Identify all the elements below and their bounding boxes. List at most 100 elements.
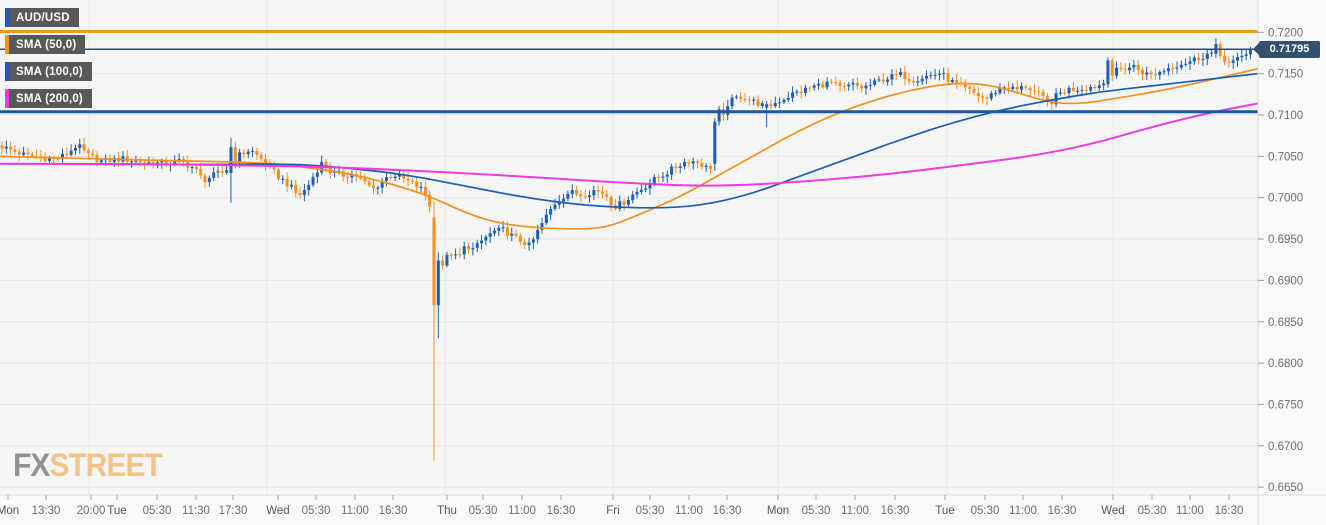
candle [972,88,976,93]
candle [225,170,229,173]
candle [592,190,596,196]
price-axis-panel[interactable] [1258,0,1326,525]
candle [65,153,69,155]
candle [670,166,674,175]
candle [557,201,561,205]
candle [108,157,112,163]
candle [583,196,587,198]
candle [575,189,579,195]
candle [1106,60,1110,85]
candle [238,152,242,163]
price-axis-label: 0.7000 [1268,193,1303,205]
candle [203,175,207,183]
sma-line-1 [0,72,1259,209]
candle [428,194,432,207]
time-axis-label: 13:30 [32,505,61,517]
candle [639,189,643,192]
candle [1089,87,1093,91]
candle [449,254,453,256]
legend-chip-sma-50-0[interactable]: SMA (50,0) [5,35,92,54]
candle [1188,61,1192,64]
candle [1236,57,1240,61]
candle [1115,67,1119,76]
candle [376,187,380,189]
candle [294,184,298,194]
legend-chip-color-bar [5,35,9,54]
candle [804,87,808,93]
candle [1119,67,1123,70]
candle [799,91,803,93]
candle [691,161,695,164]
candle [717,109,721,122]
legend-chip-label: SMA (100,0) [9,62,92,81]
candle [1123,69,1127,71]
legend-chip-aud-usd[interactable]: AUD/USD [5,8,92,27]
price-axis-label: 0.6850 [1268,317,1303,329]
time-axis-label: Fri [606,505,619,517]
candle [1231,60,1235,63]
candle [739,96,743,99]
candle [229,147,233,173]
candle [1244,54,1248,56]
time-axis[interactable]: Mon 13:30 20:00 Tue 05:30 11:30 17:30 Wed 05:30 1… [0,495,1243,517]
candle [285,178,289,187]
candle [955,80,959,84]
candle [255,151,259,155]
candle [644,188,648,190]
candle [505,227,509,236]
candle [69,150,73,155]
price-axis[interactable]: 0.7200 0.7150 0.7100 0.7050 0.7000 0.6950 0.69… [1258,27,1303,494]
candle [467,246,471,250]
time-axis-label: 16:30 [1048,505,1077,517]
candle [86,150,90,154]
candle [233,147,237,163]
candle [816,83,820,86]
candle [484,236,488,241]
candle [173,160,177,165]
candle [1024,86,1028,88]
candle [1240,55,1244,58]
candle [1201,58,1205,60]
candle [441,260,445,266]
candle [160,160,164,163]
candle [968,87,972,89]
legend-chip-sma-200-0[interactable]: SMA (200,0) [5,89,92,108]
candle [276,169,280,179]
candle [523,241,527,246]
time-axis-label: 16:30 [1215,505,1244,517]
indicator-legend: AUD/USD SMA (50,0) SMA (100,0) SMA (200,0) [5,8,92,116]
candle [1045,95,1049,101]
gridlines [0,0,1258,495]
legend-chip-sma-100-0[interactable]: SMA (100,0) [5,62,92,81]
candle [246,151,250,155]
candle [998,88,1002,94]
candle [916,81,920,83]
candle [1197,57,1201,60]
candle [981,96,985,98]
candle [752,99,756,101]
candle [920,78,924,82]
candle [130,161,134,163]
candle [631,194,635,201]
candle [0,145,4,149]
candle [976,92,980,97]
candle [812,85,816,88]
candle [868,84,872,86]
candle [26,152,30,155]
candle [661,176,665,178]
time-axis-label: 11:30 [182,505,210,517]
candle [17,151,21,155]
time-axis-label: 16:30 [379,505,408,517]
candle [860,85,864,89]
candle [605,194,609,197]
candle [1110,60,1114,76]
candle [566,193,570,199]
candle [281,178,285,180]
time-axis-panel[interactable] [0,495,1326,525]
time-axis-label: 11:00 [675,505,703,517]
candle [99,160,103,163]
candle [1020,86,1024,90]
candle [372,185,376,189]
candle [596,190,600,192]
